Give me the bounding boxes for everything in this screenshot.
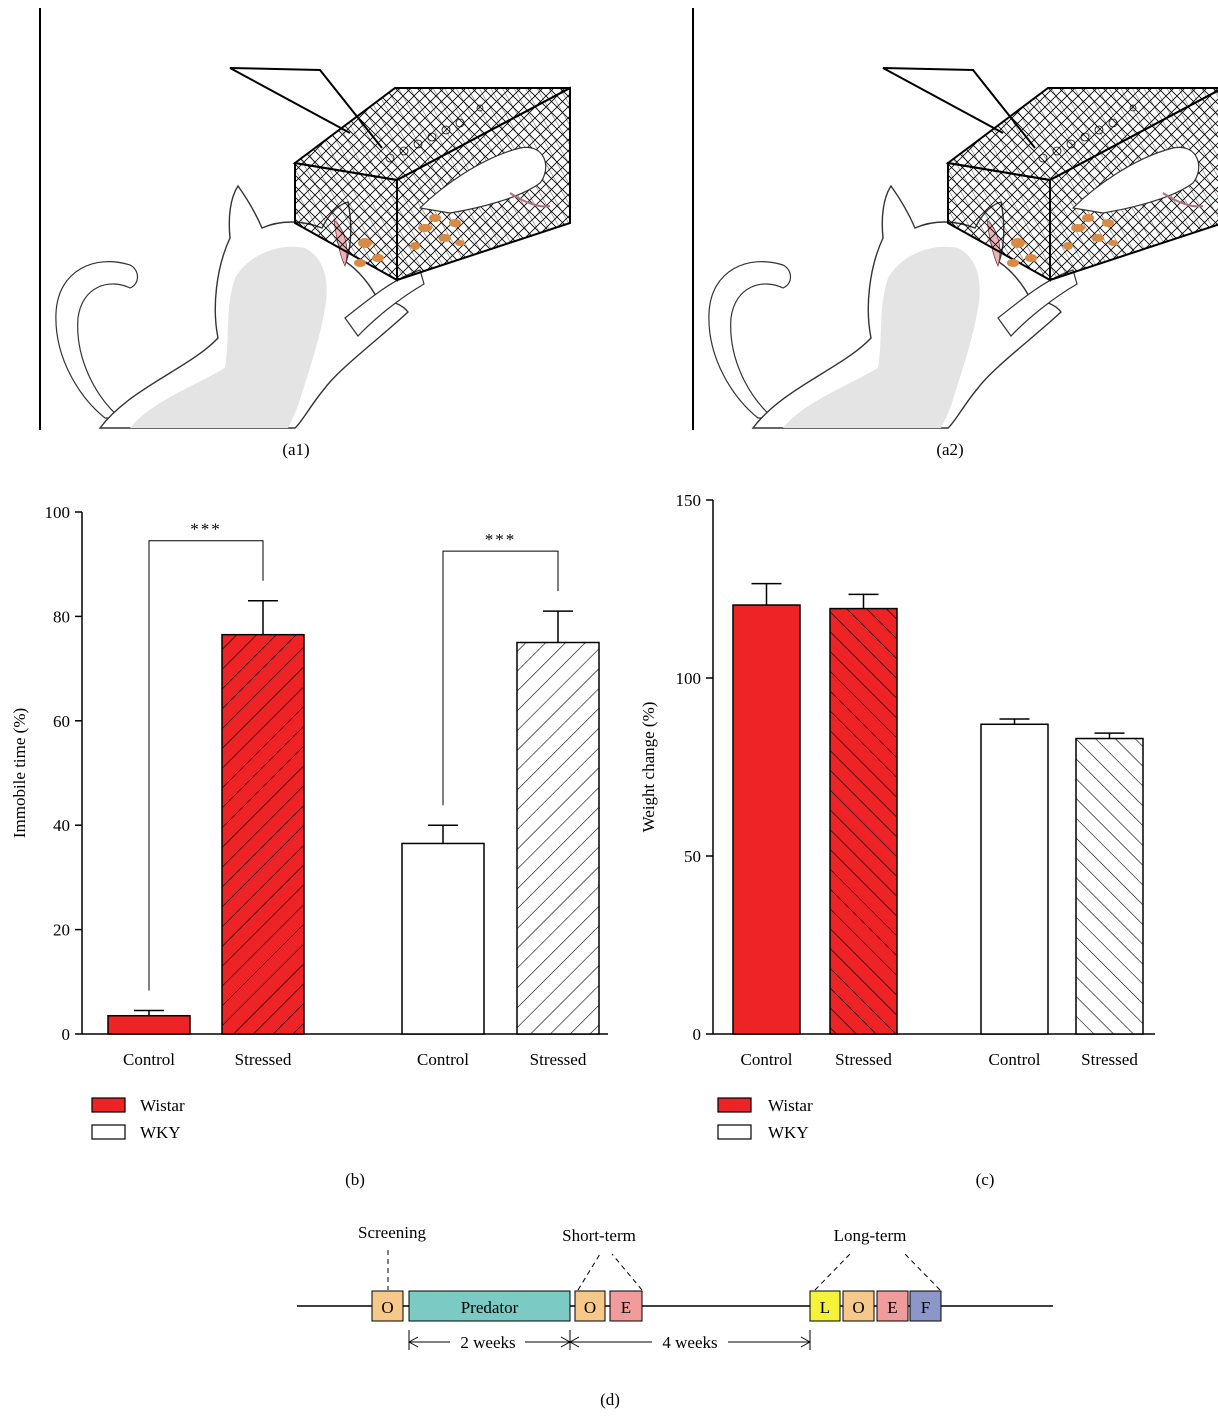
panel-label-d: (d) (600, 1390, 620, 1409)
significance-bracket-b-1 (442, 550, 559, 806)
x-tick-label-b-1: Stressed (235, 1050, 292, 1069)
timeline-box-l-long: L (809, 1290, 841, 1322)
timeline-box-label: O (852, 1298, 864, 1317)
significance-label-b-0: *** (190, 520, 222, 539)
duration-bracket-4-weeks: 4 weeks (569, 1330, 811, 1352)
legend-b-swatch-wistar (91, 1097, 126, 1113)
short-term-dash-right (611, 1253, 643, 1291)
duration-bracket-2-weeks: 2 weeks (408, 1330, 571, 1352)
timeline-box-e-long: E (876, 1290, 909, 1322)
timeline: Screening Short-term Long-term O Predato… (297, 1223, 1053, 1352)
timeline-label-short-term: Short-term (562, 1226, 636, 1245)
y-tick-label-b: 0 (62, 1025, 71, 1044)
significance-label-b-1: *** (485, 530, 517, 549)
panel-label-c: (c) (976, 1170, 995, 1189)
x-tick-label-b-3: Stressed (530, 1050, 587, 1069)
timeline-box-o-short: O (574, 1290, 606, 1322)
chart-c: 0 50 100 150 Weight change (%) Control Stresse… (639, 491, 1155, 1069)
bar-b-3 (516, 641, 600, 1035)
timeline-label-screening: Screening (358, 1223, 426, 1242)
x-tick-label-c-1: Stressed (835, 1050, 892, 1069)
y-tick-label-b: 80 (53, 607, 70, 626)
timeline-label-long-term: Long-term (834, 1226, 907, 1245)
legend-b: Wistar WKY (91, 1096, 185, 1142)
y-axis-label-c: Weight change (%) (639, 702, 658, 833)
legend-c: Wistar WKY (717, 1096, 813, 1142)
bar-c-3 (1075, 737, 1144, 1035)
y-tick-label-c: 150 (676, 491, 702, 510)
timeline-box-e-short: E (609, 1290, 643, 1322)
timeline-box-predator: Predator (408, 1290, 571, 1322)
y-tick-label-b: 60 (53, 712, 70, 731)
significance-bracket-b-0 (148, 540, 264, 991)
timeline-box-o-screening: O (371, 1290, 404, 1322)
x-tick-label-b-2: Control (417, 1050, 469, 1069)
y-tick-label-c: 50 (684, 847, 701, 866)
duration-label-second: 4 weeks (662, 1333, 717, 1352)
timeline-box-o-long: O (842, 1290, 875, 1322)
bar-c-1 (829, 607, 898, 1035)
y-tick-label-c: 100 (676, 669, 702, 688)
illustration-a1 (39, 7, 571, 431)
x-tick-label-c-0: Control (741, 1050, 793, 1069)
y-tick-label-b: 40 (53, 816, 70, 835)
x-tick-label-b-0: Control (123, 1050, 175, 1069)
legend-c-label-wky: WKY (768, 1123, 809, 1142)
timeline-box-label: E (621, 1298, 631, 1317)
timeline-box-label: F (921, 1298, 930, 1317)
x-tick-label-c-3: Stressed (1081, 1050, 1138, 1069)
legend-c-swatch-wistar (717, 1097, 752, 1113)
bar-c-2 (980, 723, 1049, 1035)
y-tick-label-b: 20 (53, 921, 70, 940)
legend-b-label-wky: WKY (140, 1123, 181, 1142)
legend-b-swatch-wky (91, 1124, 126, 1140)
timeline-box-label: E (887, 1298, 897, 1317)
bar-b-0 (107, 1014, 191, 1035)
long-term-dash-left (814, 1253, 851, 1291)
panel-label-a1: (a1) (282, 440, 309, 459)
bar-c-0 (732, 604, 801, 1035)
illustration-a2 (692, 7, 1218, 431)
chart-b: 0 20 40 60 80 100 Immobile time (%) Control Stre… (10, 503, 608, 1069)
y-tick-label-c: 0 (693, 1025, 702, 1044)
timeline-box-label: O (381, 1298, 393, 1317)
long-term-dash-right (904, 1253, 941, 1291)
legend-c-label-wistar: Wistar (768, 1096, 813, 1115)
legend-b-label-wistar: Wistar (140, 1096, 185, 1115)
timeline-box-label: L (820, 1298, 830, 1317)
bar-b-1 (221, 633, 305, 1035)
y-axis-label-b: Immobile time (%) (10, 708, 29, 838)
duration-label-first: 2 weeks (460, 1333, 515, 1352)
x-tick-label-c-2: Control (989, 1050, 1041, 1069)
panel-label-a2: (a2) (936, 440, 963, 459)
y-tick-label-b: 100 (45, 503, 71, 522)
timeline-box-label: Predator (461, 1298, 519, 1317)
panel-label-b: (b) (345, 1170, 365, 1189)
timeline-box-label: O (584, 1298, 596, 1317)
timeline-box-f-long: F (909, 1290, 942, 1322)
short-term-dash-left (577, 1253, 601, 1291)
legend-c-swatch-wky (717, 1124, 752, 1140)
bar-b-2 (401, 842, 485, 1035)
